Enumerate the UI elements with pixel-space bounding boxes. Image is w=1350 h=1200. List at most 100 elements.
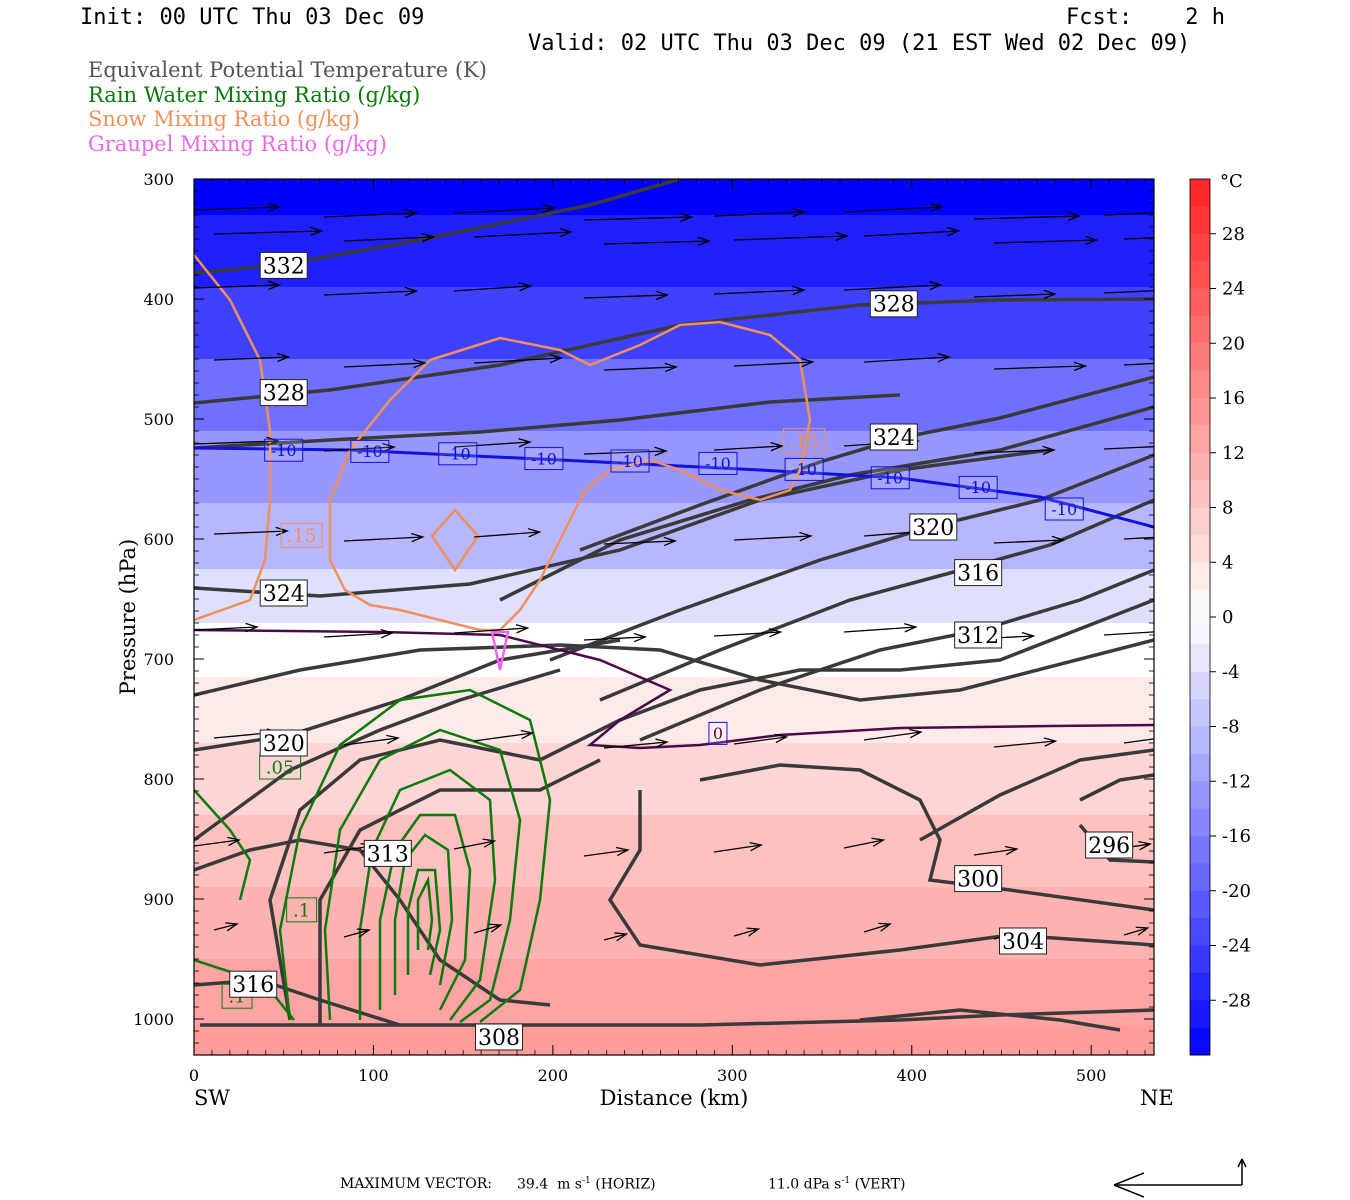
y-tick-label: 700 [143, 650, 174, 669]
wind-vector-head [792, 207, 806, 218]
rain-label: .05 [266, 757, 295, 778]
wind-vector [343, 536, 423, 542]
wind-vector-head [421, 232, 436, 243]
wind-vector-head [1043, 737, 1058, 747]
colorbar-tick-label: -28 [1222, 990, 1251, 1011]
wind-vector [603, 366, 677, 371]
y-tick-label: 900 [143, 890, 174, 909]
wind-vector-head [1021, 631, 1036, 642]
wind-vector [583, 849, 628, 857]
wind-vector [473, 231, 572, 238]
y-tick-label: 400 [143, 290, 174, 309]
temperature-band [194, 887, 1154, 960]
wind-vector [323, 446, 395, 452]
x-tick-label: 200 [538, 1066, 569, 1085]
colorbar-tick-label: -24 [1222, 936, 1251, 957]
isotherm-label-box [1044, 497, 1084, 521]
legend-snow: Snow Mixing Ratio (g/kg) [88, 107, 360, 131]
theta-e-label: 328 [263, 382, 305, 407]
theta-e-label-box [259, 579, 308, 607]
wind-vector [733, 235, 847, 241]
colorbar-tick-label: 16 [1222, 388, 1245, 409]
colorbar-swatch [1190, 918, 1210, 946]
wind-vector [993, 740, 1056, 748]
wind-vector-head [1135, 926, 1150, 936]
wind-vector-head [1179, 441, 1190, 449]
wind-vector [1103, 446, 1154, 450]
colorbar-tick-label: 0 [1222, 607, 1233, 628]
isotherm-label-box [438, 442, 478, 466]
wind-vector [973, 215, 1080, 220]
colorbar-swatch [1190, 890, 1210, 919]
colorbar-swatch [1190, 699, 1210, 727]
wind-vector [1123, 237, 1154, 240]
max-vert-vector: 11.0 dPa s-1 (VERT) [768, 1176, 906, 1193]
colorbar-swatch [1190, 480, 1210, 508]
wind-vector [194, 626, 258, 631]
colorbar-tick-label: 28 [1222, 224, 1245, 245]
colorbar-swatch [1190, 534, 1210, 563]
theta-e-label-box [259, 251, 308, 279]
rain-contours [194, 688, 552, 1024]
wind-vector-head [746, 927, 761, 937]
wind-vector [993, 239, 1097, 244]
wind-vector [733, 361, 813, 367]
theta-e-label: 316 [232, 973, 274, 998]
plot-frame [193, 178, 1155, 1056]
wind-vector [213, 530, 288, 535]
theta-e-label-box [869, 290, 918, 318]
wind-vector [453, 207, 555, 214]
wind-vector-head [411, 532, 425, 543]
wind-vector-head [266, 436, 280, 447]
wind-vector-head [404, 286, 419, 297]
colorbar-swatch [1190, 452, 1210, 481]
snow-label: .15 [287, 525, 317, 547]
colorbar-swatch [1190, 261, 1210, 289]
wind-vector [843, 206, 942, 213]
legend-rain: Rain Water Mixing Ratio (g/kg) [88, 83, 421, 107]
colorbar-tick-label: 8 [1222, 498, 1233, 519]
colorbar-tick-label: -8 [1222, 717, 1240, 738]
wind-vector-head [749, 841, 764, 852]
temperature-band [194, 179, 1154, 216]
wind-vector [713, 211, 805, 217]
wind-vector-head [937, 352, 951, 363]
wind-vector-head [1138, 840, 1153, 851]
wind-vector-head [774, 733, 789, 744]
temperature-band [194, 287, 1154, 360]
wind-vector [213, 923, 238, 931]
theta-e-label-box [869, 423, 918, 451]
x-tick-label: 100 [358, 1066, 389, 1085]
theta-e-label: 316 [957, 562, 999, 587]
freezing-isotherm [194, 628, 1154, 750]
wind-vector [603, 741, 668, 749]
wind-vector [973, 848, 1017, 856]
wind-vector-head [482, 838, 497, 848]
wind-vector [603, 240, 710, 245]
colorbar: 28 24 20 16 12 8 4 0 -4 -8 -12 -16 -20 -24 -28 °C [1189, 171, 1251, 1056]
wind-vector [1123, 536, 1154, 540]
wind-vector-head [1042, 445, 1056, 456]
wind-vector [863, 923, 891, 933]
wind-vector-head [929, 202, 944, 213]
cross-section-chart: -10 -10 -10 -10 -10 -10 -10 -10 -10 -10 0 .15 .15 .05… [116, 170, 1251, 1110]
theta-e-label: 324 [873, 426, 915, 451]
wind-vector-head [527, 528, 542, 538]
y-tick-label: 600 [143, 530, 174, 549]
y-tick-label: 800 [143, 770, 174, 789]
temperature-shading [194, 179, 1154, 1055]
wind-vector [583, 636, 646, 641]
wind-vector [323, 290, 417, 296]
colorbar-swatch [1190, 507, 1210, 536]
legend-theta-e: Equivalent Potential Temperature (K) [88, 58, 487, 82]
colorbar-swatch [1190, 589, 1210, 618]
isotherm-label: -10 [531, 449, 557, 468]
wind-vector-head [770, 441, 784, 452]
sw-end-label: SW [194, 1086, 230, 1110]
theta-e-contours [194, 179, 1154, 1032]
isotherm-label-box [784, 457, 824, 481]
colorbar-swatch [1190, 781, 1210, 810]
theta-e-label-box [229, 970, 278, 998]
wind-vector [1123, 362, 1154, 366]
x-axis-title: Distance (km) [600, 1086, 749, 1110]
